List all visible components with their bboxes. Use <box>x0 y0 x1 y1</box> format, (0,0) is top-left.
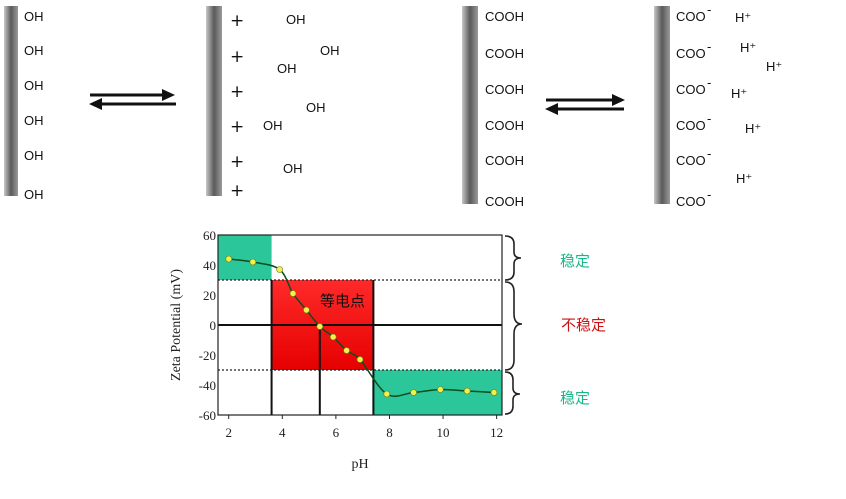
hydrogen-ion: H⁺ <box>731 86 747 101</box>
surface-group: COO <box>676 46 706 61</box>
hydrogen-ion: H⁺ <box>745 121 761 136</box>
minus-charge: - <box>707 2 711 17</box>
surface-group: OH <box>24 78 44 93</box>
data-point <box>249 258 257 266</box>
zeta-chart: 2 4 6 8 10 12 60 40 20 0 -20 -40 -60 pH Zeta Potent… <box>169 228 606 472</box>
data-point <box>410 389 417 396</box>
surface-group: COO <box>676 153 706 168</box>
data-point <box>343 347 350 354</box>
data-point <box>316 323 324 330</box>
hydrogen-ion: H⁺ <box>735 10 751 25</box>
stable-label-top: 稳定 <box>560 252 590 270</box>
brace-unstable <box>504 281 523 371</box>
minus-charge: - <box>707 146 711 161</box>
plot-frame <box>217 234 503 416</box>
plus-charge: + <box>230 82 244 102</box>
surface-plate <box>4 6 18 196</box>
x-tick-label: 10 <box>437 425 450 440</box>
hydrogen-ion: H⁺ <box>736 171 752 186</box>
surface-group: OH <box>24 187 44 202</box>
surface-group: OH <box>24 43 44 58</box>
plus-charge: + <box>230 11 244 31</box>
data-point <box>276 266 283 273</box>
surface-group: COO <box>676 118 706 133</box>
surface-basic-charged: + + + + + + OH OH OH OH OH OH <box>206 6 340 201</box>
equilibrium-arrows <box>89 89 176 110</box>
x-tick-label: 6 <box>333 425 340 440</box>
plus-charge: + <box>230 47 244 67</box>
y-tick-label: 0 <box>210 318 217 333</box>
surface-acid-charged: COO COO COO COO COO COO - - - - - - H⁺ H… <box>654 2 782 209</box>
surface-group: COOH <box>485 9 524 24</box>
surface-plate <box>462 6 478 204</box>
unstable-label: 不稳定 <box>561 316 606 334</box>
data-point <box>303 306 310 314</box>
minus-charge: - <box>707 111 711 126</box>
minus-charge: - <box>707 39 711 54</box>
y-tick-label: -40 <box>199 378 216 393</box>
y-tick-label: 20 <box>203 288 216 303</box>
data-point <box>437 386 444 393</box>
free-hydroxide: OH <box>320 43 340 58</box>
surface-group: COOH <box>485 82 524 97</box>
free-hydroxide: OH <box>277 61 297 76</box>
plus-charge: + <box>230 181 244 201</box>
y-tick-label: -20 <box>199 348 216 363</box>
x-tick-label: 12 <box>490 425 503 440</box>
surface-group: OH <box>24 9 44 24</box>
x-tick-label: 8 <box>386 425 393 440</box>
surface-acid-neutral: COOH COOH COOH COOH COOH COOH <box>462 6 524 209</box>
free-hydroxide: OH <box>306 100 326 115</box>
hydrogen-ion: H⁺ <box>766 59 782 74</box>
y-axis-label: Zeta Potential (mV) <box>169 269 184 381</box>
data-point <box>289 290 297 297</box>
isoelectric-point-label: 等电点 <box>320 292 365 310</box>
surface-group: COOH <box>485 194 524 209</box>
data-point <box>383 390 391 398</box>
hydrogen-ion: H⁺ <box>740 40 756 55</box>
free-hydroxide: OH <box>283 161 303 176</box>
data-point <box>329 333 337 341</box>
surface-group: COOH <box>485 46 524 61</box>
surface-group: COO <box>676 194 706 209</box>
data-point <box>356 356 364 363</box>
minus-charge: - <box>707 187 711 202</box>
surface-group: OH <box>24 113 44 128</box>
surface-group: COO <box>676 9 706 24</box>
surface-group: COOH <box>485 153 524 168</box>
stable-label-bottom: 稳定 <box>560 389 590 407</box>
y-tick-label: -60 <box>199 408 216 423</box>
free-hydroxide: OH <box>286 12 306 27</box>
x-axis-label: pH <box>351 457 368 472</box>
surface-group: COO <box>676 82 706 97</box>
data-point <box>225 255 233 263</box>
free-hydroxide: OH <box>263 118 283 133</box>
data-point <box>463 387 471 395</box>
plus-charge: + <box>230 152 244 172</box>
minus-charge: - <box>707 75 711 90</box>
brace-stable-bottom <box>504 371 521 415</box>
surface-group: OH <box>24 148 44 163</box>
plus-charge: + <box>230 117 244 137</box>
y-tick-label: 40 <box>203 258 216 273</box>
surface-plate <box>206 6 222 196</box>
y-tick-label: 60 <box>203 228 216 243</box>
x-tick-label: 2 <box>225 425 232 440</box>
data-point <box>490 389 498 396</box>
surface-plate <box>654 6 670 204</box>
x-tick-label: 4 <box>279 425 286 440</box>
surface-group: COOH <box>485 118 524 133</box>
equilibrium-arrows <box>545 94 625 115</box>
surface-basic-neutral: OH OH OH OH OH OH <box>4 6 44 202</box>
brace-stable-top <box>504 235 522 281</box>
